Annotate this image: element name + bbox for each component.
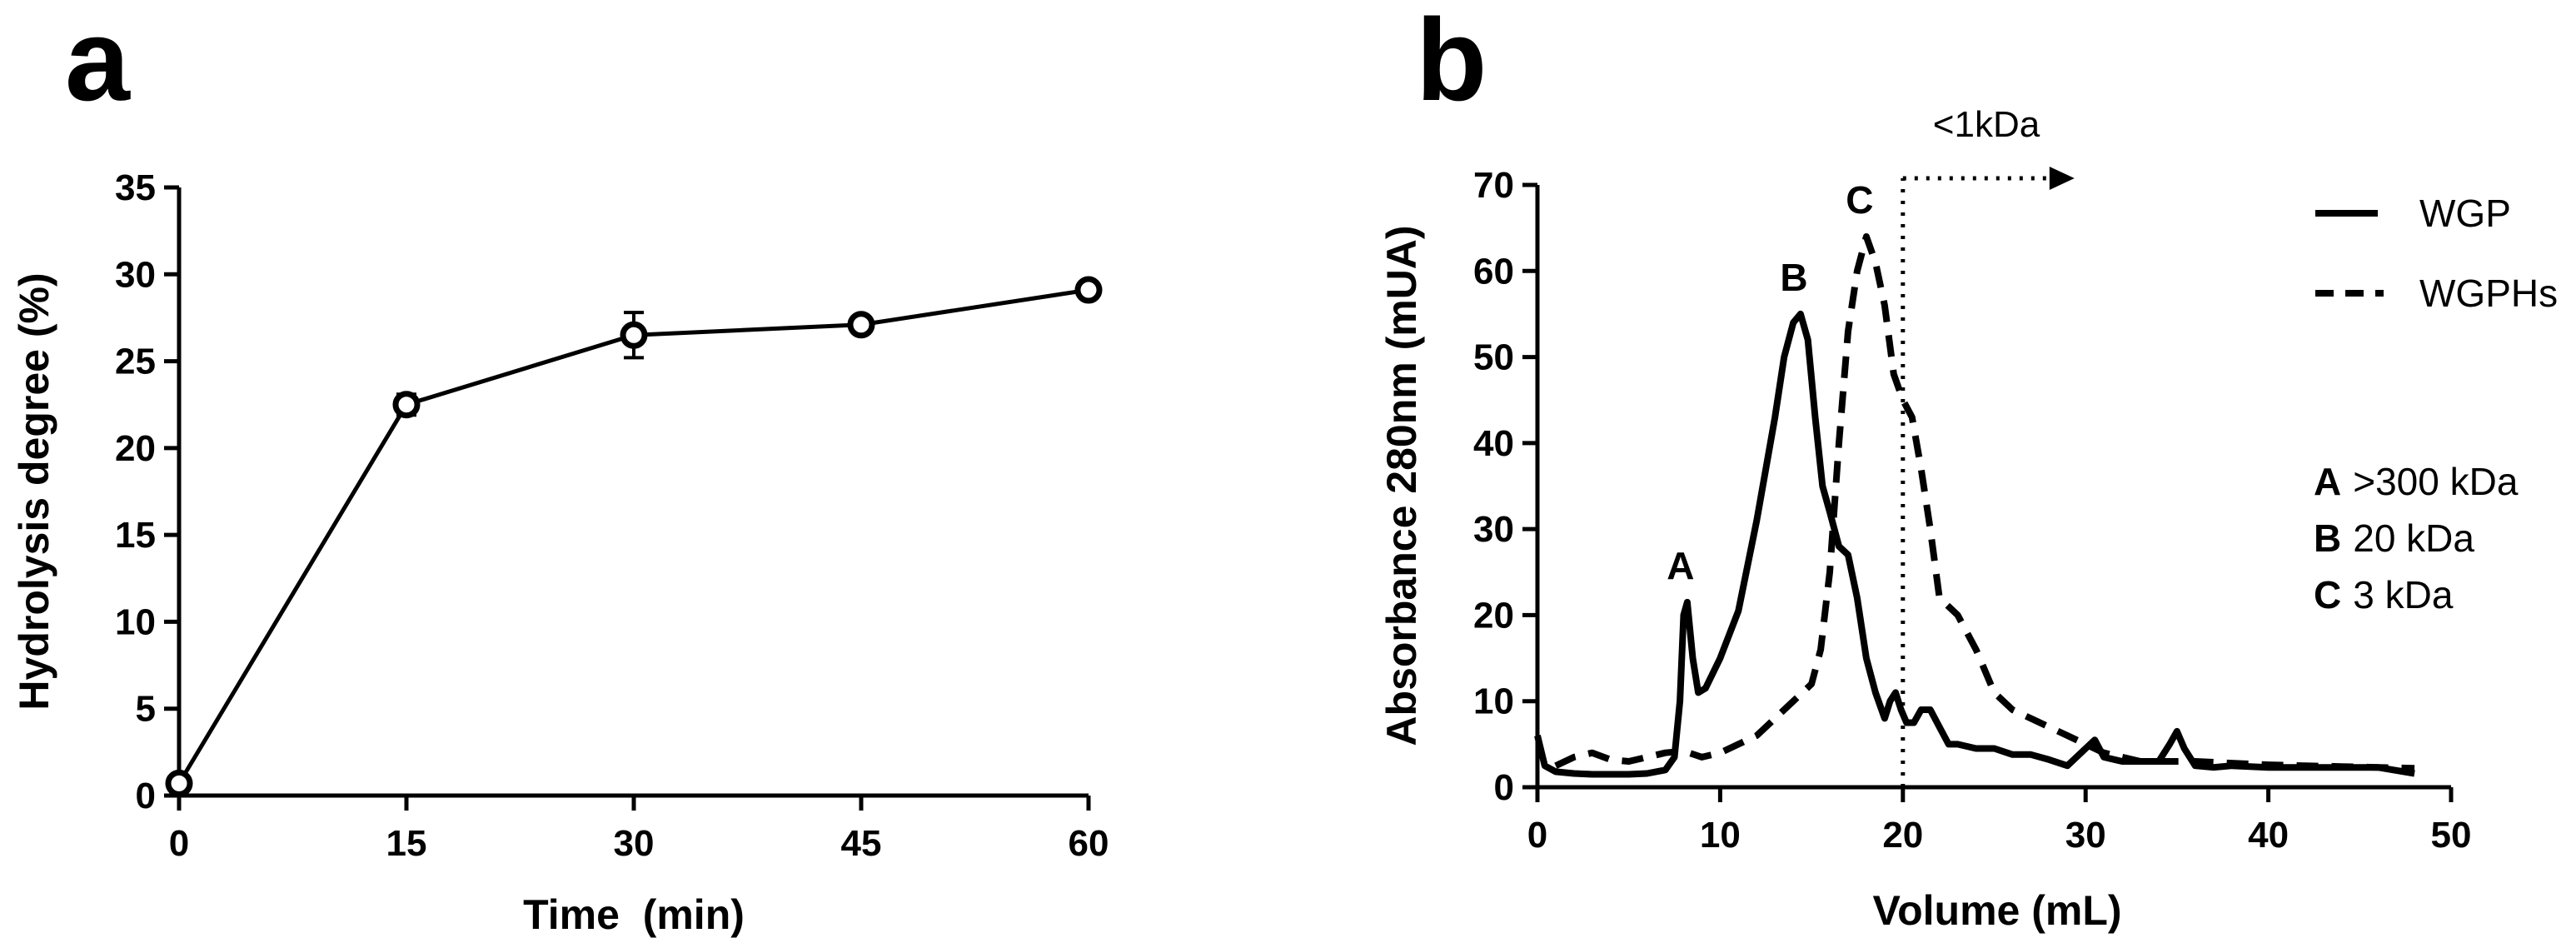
chart-b-x-axis-title: Volume (mL)	[1872, 887, 2121, 934]
chart-a-y-tick-label: 30	[115, 254, 156, 295]
chart-a-point	[165, 769, 193, 797]
chart-a-x-ticks: 0 15 30 45 60	[169, 796, 1109, 864]
chart-a-point	[620, 321, 648, 349]
mw-key-c-text: 3 kDa	[2353, 573, 2454, 616]
chart-b-x-tick-label: 40	[2248, 815, 2289, 856]
chart-b-x-ticks: 0 10 20 30 40 50	[1527, 787, 2472, 856]
chart-a-y-tick-label: 0	[136, 776, 156, 816]
chart-b-legend: WGP WGPHs	[2315, 192, 2558, 315]
chart-b-series-wgphs	[1554, 233, 2415, 772]
mw-key-a-text: >300 kDa	[2353, 460, 2519, 503]
chart-a-x-tick-label: 45	[841, 823, 882, 864]
chart-a: 0 5 10 15 20 25 30 35 0 15 30 45 60 Time (min) Hydr…	[11, 167, 1109, 938]
chart-a-point	[1074, 276, 1103, 304]
chart-b-mw-key: A >300 kDa B 20 kDa C 3 kDa	[2314, 460, 2519, 616]
chart-b-peak-label: C	[1846, 178, 1873, 222]
chart-a-x-tick-label: 60	[1069, 823, 1109, 864]
mw-key-a-letter: A	[2314, 460, 2341, 503]
chart-b-arrowhead	[2049, 167, 2075, 190]
chart-a-x-tick-label: 0	[169, 823, 189, 864]
mw-key-a: A >300 kDa	[2314, 460, 2519, 503]
chart-b-peak-label: B	[1780, 256, 1807, 299]
chart-a-error-bars	[169, 281, 1099, 791]
chart-a-y-tick-label: 10	[115, 601, 156, 642]
chart-a-y-tick-label: 5	[136, 689, 156, 730]
chart-b-y-tick-label: 10	[1473, 681, 1514, 722]
chart-b-y-tick-label: 30	[1473, 509, 1514, 550]
chart-b-y-tick-label: 50	[1473, 337, 1514, 378]
panel-label-a: a	[65, 0, 131, 125]
chart-a-y-tick-label: 25	[115, 342, 156, 382]
chart-a-x-axis-title: Time (min)	[523, 891, 745, 938]
mw-key-b-letter: B	[2314, 516, 2341, 560]
chart-a-y-tick-label: 15	[115, 515, 156, 556]
chart-b-y-tick-label: 70	[1473, 165, 1514, 206]
chart-a-point	[847, 311, 875, 339]
chart-b-cutoff-label: <1kDa	[1933, 104, 2040, 145]
mw-key-b: B 20 kDa	[2314, 516, 2474, 560]
chart-b-y-axis-title: Absorbance 280nm (mUA)	[1378, 225, 1425, 746]
chart-b-y-tick-label: 0	[1494, 767, 1514, 808]
mw-key-b-text: 20 kDa	[2353, 516, 2474, 560]
chart-a-x-tick-label: 15	[386, 823, 427, 864]
chart-b-y-tick-label: 40	[1473, 423, 1514, 464]
chart-b-y-ticks: 0 10 20 30 40 50 60 70	[1473, 165, 1537, 808]
mw-key-c: C 3 kDa	[2314, 573, 2454, 616]
chart-a-point	[392, 391, 421, 419]
chart-b-x-tick-label: 0	[1527, 815, 1547, 856]
chart-b-x-tick-label: 20	[1882, 815, 1923, 856]
mw-key-c-letter: C	[2314, 573, 2341, 616]
chart-a-points	[165, 276, 1103, 797]
chart-b-x-tick-label: 50	[2431, 815, 2472, 856]
chart-a-y-axis-title: Hydrolysis degree (%)	[11, 272, 57, 710]
chart-a-y-tick-label: 20	[115, 428, 156, 469]
chart-a-x-tick-label: 30	[614, 823, 655, 864]
legend-label-wgphs: WGPHs	[2419, 272, 2558, 315]
legend-label-wgp: WGP	[2419, 192, 2511, 235]
chart-b-y-tick-label: 20	[1473, 595, 1514, 636]
chart-b-peak-labels: A BC	[1667, 178, 1873, 587]
chart-b-y-tick-label: 60	[1473, 251, 1514, 292]
chart-b-peak-label: A	[1667, 544, 1694, 587]
chart-a-series-line	[177, 287, 1089, 785]
panel-label-b: b	[1416, 0, 1487, 125]
chart-a-y-tick-label: 35	[115, 167, 156, 208]
chart-b-x-tick-label: 30	[2065, 815, 2106, 856]
chart-b-x-tick-label: 10	[1700, 815, 1741, 856]
chart-a-y-ticks: 0 5 10 15 20 25 30 35	[115, 167, 179, 816]
